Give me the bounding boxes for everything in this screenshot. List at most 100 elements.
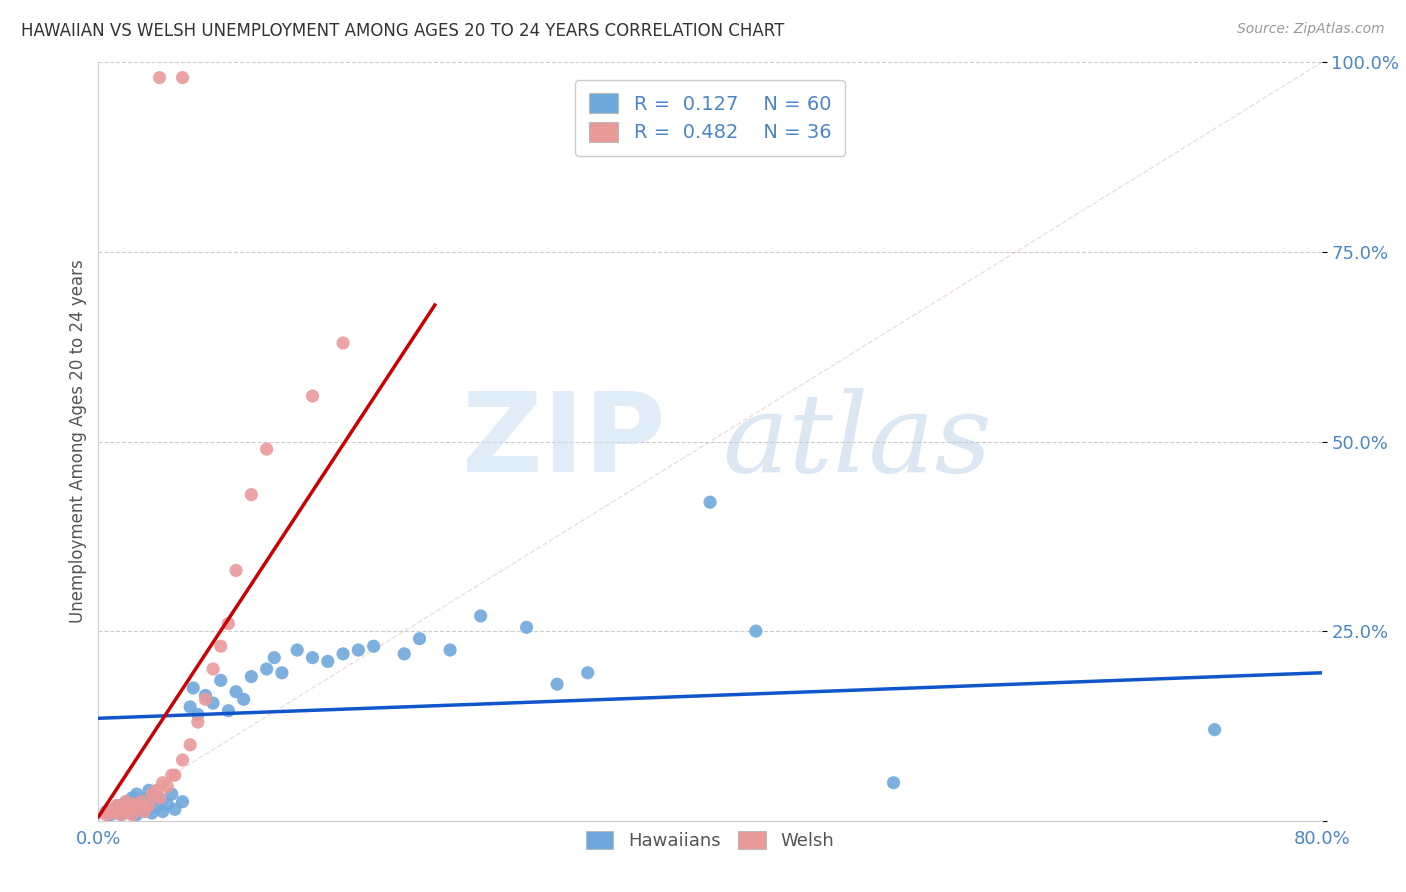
Point bbox=[202, 662, 225, 676]
Point bbox=[145, 783, 167, 797]
Point bbox=[1204, 723, 1226, 737]
Point bbox=[118, 797, 141, 811]
Point bbox=[546, 677, 568, 691]
Point bbox=[110, 807, 132, 822]
Point bbox=[149, 791, 172, 805]
Point bbox=[240, 487, 263, 501]
Text: HAWAIIAN VS WELSH UNEMPLOYMENT AMONG AGES 20 TO 24 YEARS CORRELATION CHART: HAWAIIAN VS WELSH UNEMPLOYMENT AMONG AGE… bbox=[21, 22, 785, 40]
Point bbox=[179, 738, 201, 752]
Point bbox=[125, 800, 148, 814]
Point bbox=[217, 616, 239, 631]
Point bbox=[256, 442, 278, 457]
Point bbox=[187, 707, 209, 722]
Point bbox=[240, 669, 263, 683]
Point bbox=[301, 389, 323, 403]
Point bbox=[209, 673, 232, 688]
Point bbox=[134, 805, 156, 819]
Point bbox=[138, 798, 160, 813]
Point bbox=[181, 681, 204, 695]
Point bbox=[94, 805, 117, 819]
Point bbox=[179, 699, 201, 714]
Point bbox=[883, 776, 905, 790]
Point bbox=[187, 715, 209, 730]
Point bbox=[172, 753, 194, 767]
Point bbox=[232, 692, 254, 706]
Point bbox=[115, 805, 138, 819]
Point bbox=[107, 798, 129, 813]
Point bbox=[115, 795, 138, 809]
Point bbox=[270, 665, 292, 680]
Point bbox=[392, 647, 416, 661]
Legend: Hawaiians, Welsh: Hawaiians, Welsh bbox=[579, 823, 841, 857]
Point bbox=[136, 802, 159, 816]
Point bbox=[576, 665, 599, 680]
Point bbox=[121, 797, 143, 811]
Point bbox=[316, 655, 339, 669]
Point bbox=[110, 800, 132, 814]
Point bbox=[516, 620, 538, 634]
Point bbox=[149, 70, 172, 85]
Point bbox=[118, 806, 141, 821]
Point bbox=[363, 639, 385, 653]
Point bbox=[209, 639, 232, 653]
Point bbox=[134, 805, 156, 819]
Point bbox=[125, 807, 148, 822]
Point bbox=[110, 800, 132, 814]
Point bbox=[100, 807, 122, 822]
Point bbox=[94, 807, 117, 822]
Point bbox=[115, 795, 138, 809]
Point bbox=[172, 795, 194, 809]
Point bbox=[285, 643, 308, 657]
Point bbox=[105, 806, 128, 821]
Point bbox=[152, 805, 174, 819]
Point bbox=[152, 776, 174, 790]
Point bbox=[134, 792, 156, 806]
Point bbox=[100, 805, 122, 819]
Point bbox=[332, 647, 354, 661]
Point bbox=[110, 807, 132, 822]
Point bbox=[145, 800, 167, 814]
Point bbox=[172, 70, 194, 85]
Point bbox=[202, 696, 225, 710]
Point bbox=[121, 802, 143, 816]
Point bbox=[332, 335, 354, 350]
Point bbox=[129, 795, 152, 809]
Point bbox=[263, 650, 285, 665]
Point bbox=[439, 643, 461, 657]
Point bbox=[163, 768, 186, 782]
Point bbox=[408, 632, 430, 646]
Point bbox=[105, 798, 128, 813]
Point bbox=[103, 802, 125, 816]
Point bbox=[141, 806, 163, 821]
Y-axis label: Unemployment Among Ages 20 to 24 years: Unemployment Among Ages 20 to 24 years bbox=[69, 260, 87, 624]
Point bbox=[745, 624, 768, 639]
Point bbox=[141, 795, 163, 809]
Point bbox=[129, 798, 152, 813]
Point bbox=[103, 806, 125, 821]
Point bbox=[163, 802, 186, 816]
Point bbox=[118, 802, 141, 816]
Text: ZIP: ZIP bbox=[461, 388, 665, 495]
Text: atlas: atlas bbox=[723, 388, 991, 495]
Point bbox=[156, 797, 179, 811]
Point bbox=[217, 704, 239, 718]
Point bbox=[160, 787, 183, 801]
Point bbox=[141, 787, 163, 801]
Point bbox=[225, 564, 247, 578]
Point bbox=[160, 768, 183, 782]
Point bbox=[470, 608, 492, 623]
Text: Source: ZipAtlas.com: Source: ZipAtlas.com bbox=[1237, 22, 1385, 37]
Point bbox=[256, 662, 278, 676]
Point bbox=[121, 791, 143, 805]
Point bbox=[115, 805, 138, 819]
Point bbox=[149, 791, 172, 805]
Point bbox=[225, 685, 247, 699]
Point bbox=[347, 643, 370, 657]
Point bbox=[699, 495, 721, 509]
Point bbox=[194, 692, 217, 706]
Point bbox=[156, 780, 179, 794]
Point bbox=[125, 800, 148, 814]
Point bbox=[194, 689, 217, 703]
Point bbox=[301, 650, 323, 665]
Point bbox=[125, 787, 148, 801]
